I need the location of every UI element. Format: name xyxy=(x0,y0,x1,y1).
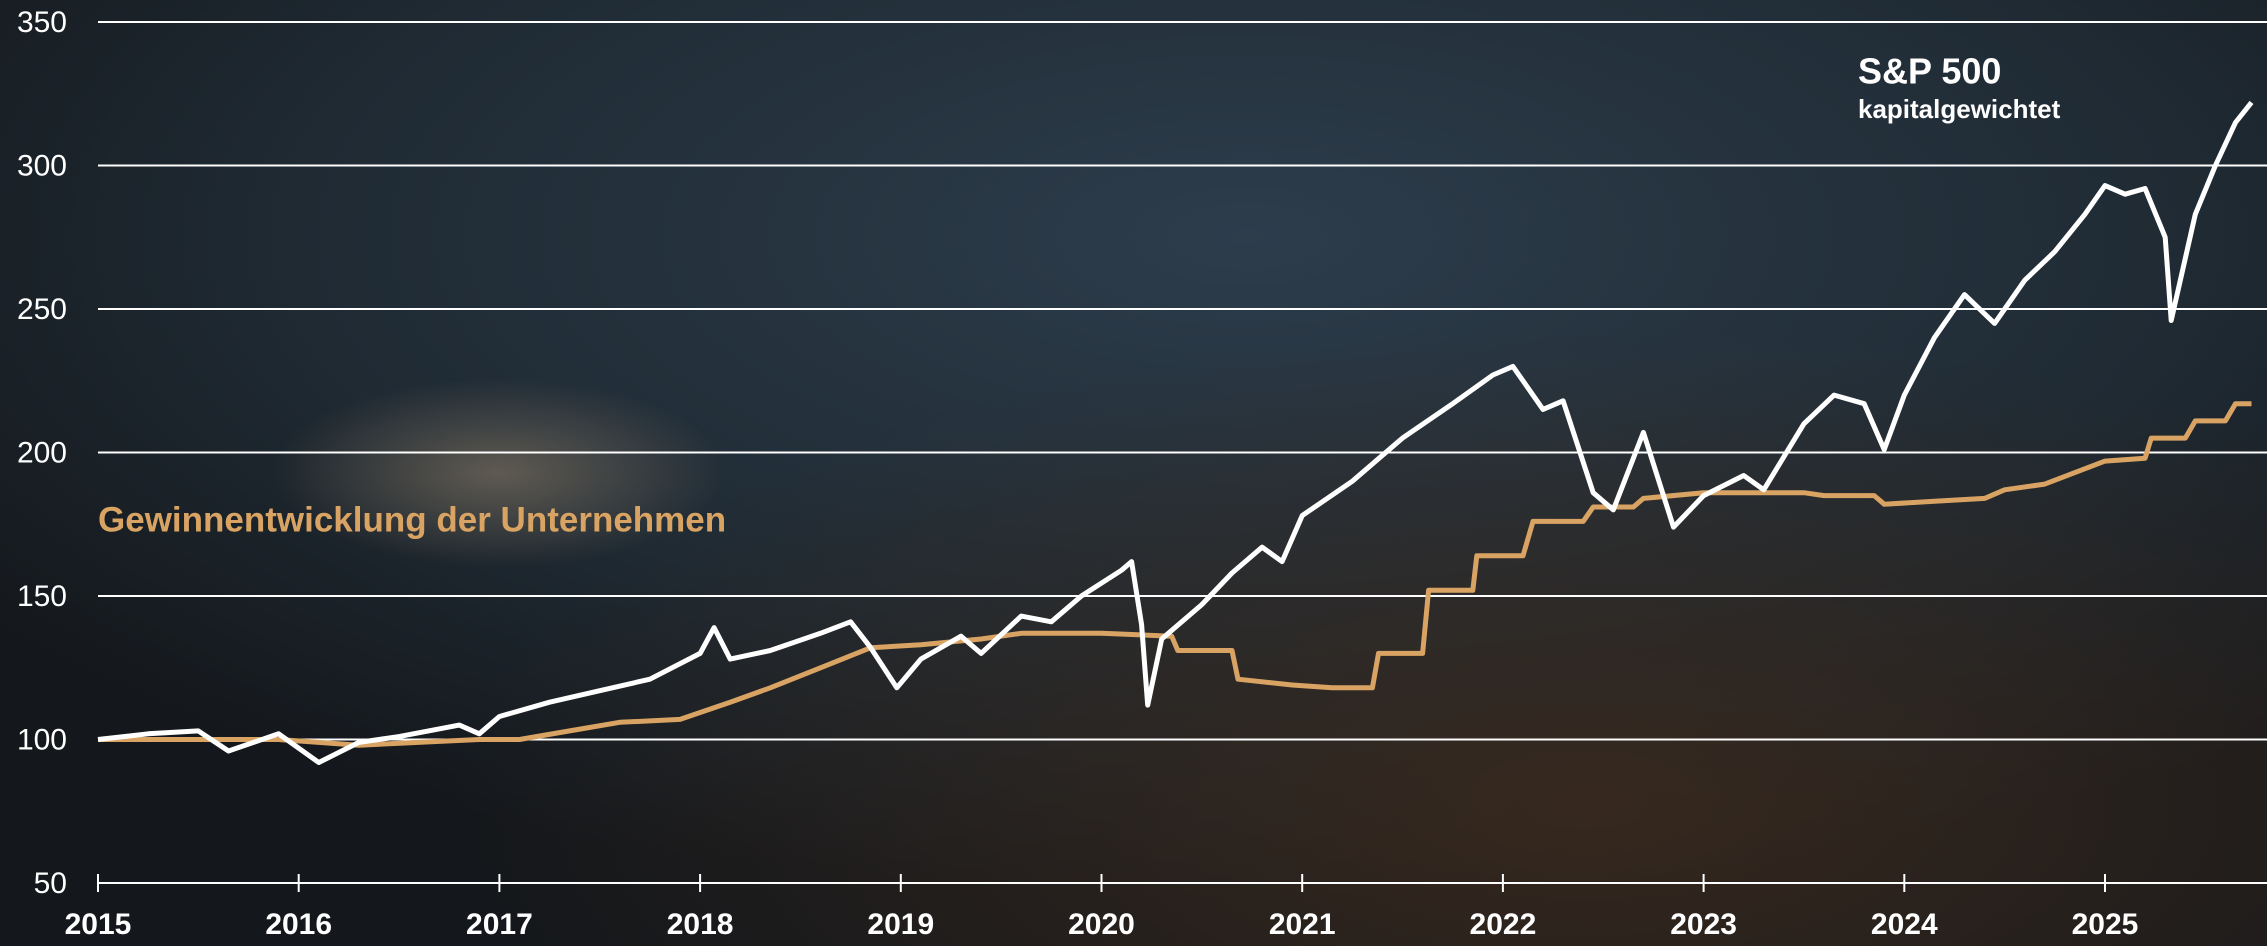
x-tick-label: 2019 xyxy=(867,908,934,941)
y-tick-label: 150 xyxy=(17,580,67,613)
series-line xyxy=(98,401,2252,748)
x-tick-label: 2018 xyxy=(667,908,734,941)
y-tick-label: 350 xyxy=(17,6,67,39)
x-tick-label: 2021 xyxy=(1269,908,1336,941)
series-line xyxy=(97,100,2254,765)
y-tick-label: 50 xyxy=(34,867,67,900)
x-tick-label: 2025 xyxy=(2072,908,2139,941)
y-tick-label: 250 xyxy=(17,293,67,326)
y-tick-label: 300 xyxy=(17,149,67,182)
series-label: S&P 500 xyxy=(1858,51,2001,92)
x-tick-label: 2020 xyxy=(1068,908,1135,941)
x-tick-label: 2023 xyxy=(1670,908,1737,941)
y-tick-label: 100 xyxy=(17,723,67,756)
x-tick-label: 2016 xyxy=(265,908,332,941)
x-tick-label: 2015 xyxy=(65,908,132,941)
x-tick-label: 2017 xyxy=(466,908,533,941)
x-tick-label: 2024 xyxy=(1871,908,1938,941)
x-tick-label: 2022 xyxy=(1470,908,1537,941)
annotation: kapitalgewichtet xyxy=(1858,94,2061,124)
y-tick-label: 200 xyxy=(17,436,67,469)
series-label: Gewinnentwicklung der Unternehmen xyxy=(98,500,726,539)
